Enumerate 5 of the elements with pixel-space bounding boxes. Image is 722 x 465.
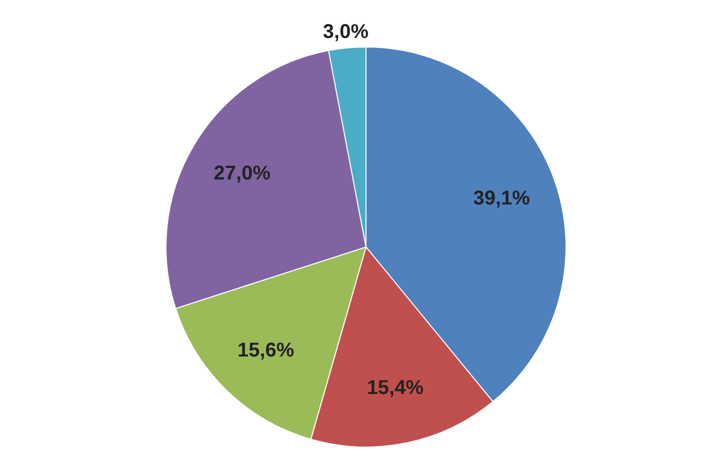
data-label: 15,6% (238, 339, 294, 362)
data-label: 39,1% (473, 187, 530, 210)
data-label: 3,0% (322, 20, 369, 43)
data-label: 27,0% (214, 162, 271, 185)
data-label: 15,4% (366, 377, 424, 400)
